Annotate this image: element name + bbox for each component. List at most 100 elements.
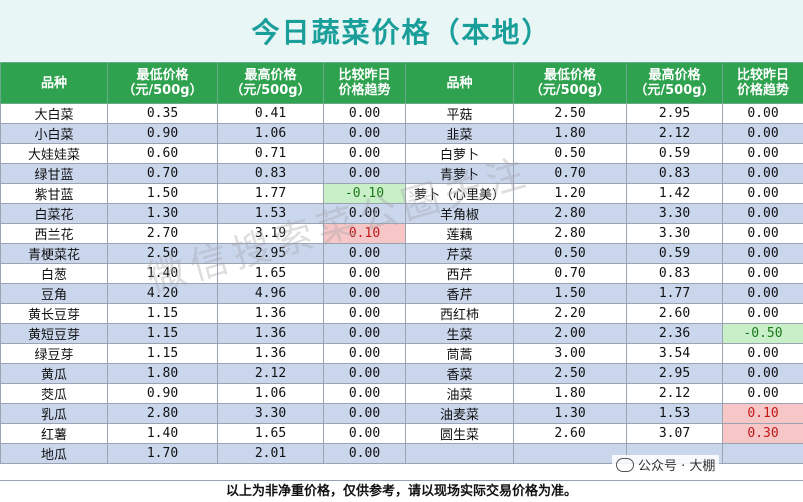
right-variety-cell: 油菜 (406, 384, 514, 404)
left-max-price-cell: 1.65 (218, 264, 324, 284)
left-trend-cell: 0.00 (324, 304, 406, 324)
header-trend-left: 比较昨日 价格趋势 (324, 63, 406, 104)
right-trend-cell: 0.30 (723, 424, 803, 444)
left-variety-cell: 茭瓜 (1, 384, 108, 404)
right-variety-cell: 生菜 (406, 324, 514, 344)
right-variety-cell: 香芹 (406, 284, 514, 304)
left-variety-cell: 白葱 (1, 264, 108, 284)
left-variety-cell: 黄瓜 (1, 364, 108, 384)
left-max-price-cell: 1.36 (218, 304, 324, 324)
left-trend-cell: 0.00 (324, 344, 406, 364)
left-max-price-cell: 2.01 (218, 444, 324, 464)
left-min-price-cell: 0.70 (108, 164, 218, 184)
right-max-price-cell: 3.30 (627, 204, 723, 224)
right-max-price-cell: 0.59 (627, 144, 723, 164)
left-min-price-cell: 2.80 (108, 404, 218, 424)
left-trend-cell: 0.00 (324, 384, 406, 404)
right-min-price-cell: 0.70 (514, 264, 627, 284)
left-max-price-cell: 3.19 (218, 224, 324, 244)
left-max-price-cell: 0.83 (218, 164, 324, 184)
left-trend-cell: 0.10 (324, 224, 406, 244)
right-max-price-cell: 1.53 (627, 404, 723, 424)
header-trend-right: 比较昨日 价格趋势 (723, 63, 803, 104)
left-min-price-cell: 4.20 (108, 284, 218, 304)
left-max-price-cell: 1.65 (218, 424, 324, 444)
left-min-price-cell: 0.90 (108, 384, 218, 404)
right-variety-cell: 萝卜（心里美） (406, 184, 514, 204)
left-trend-cell: 0.00 (324, 204, 406, 224)
left-max-price-cell: 3.30 (218, 404, 324, 424)
right-min-price-cell (514, 444, 627, 464)
left-min-price-cell: 1.70 (108, 444, 218, 464)
left-max-price-cell: 1.36 (218, 344, 324, 364)
left-trend-cell: 0.00 (324, 144, 406, 164)
right-max-price-cell: 3.07 (627, 424, 723, 444)
right-min-price-cell: 2.00 (514, 324, 627, 344)
right-max-price-cell: 3.30 (627, 224, 723, 244)
right-variety-cell: 芹菜 (406, 244, 514, 264)
left-max-price-cell: 0.71 (218, 144, 324, 164)
left-trend-cell: 0.00 (324, 364, 406, 384)
left-variety-cell: 黄短豆芽 (1, 324, 108, 344)
right-variety-cell: 韭菜 (406, 124, 514, 144)
right-min-price-cell: 2.50 (514, 104, 627, 124)
left-trend-cell: 0.00 (324, 444, 406, 464)
right-trend-cell: 0.00 (723, 284, 803, 304)
left-variety-cell: 绿豆芽 (1, 344, 108, 364)
right-variety-cell: 白萝卜 (406, 144, 514, 164)
right-variety-cell (406, 444, 514, 464)
left-trend-cell: 0.00 (324, 284, 406, 304)
left-variety-cell: 大娃娃菜 (1, 144, 108, 164)
right-min-price-cell: 3.00 (514, 344, 627, 364)
left-max-price-cell: 0.41 (218, 104, 324, 124)
right-trend-cell: 0.00 (723, 304, 803, 324)
right-max-price-cell: 0.83 (627, 264, 723, 284)
right-max-price-cell: 2.36 (627, 324, 723, 344)
right-max-price-cell: 2.12 (627, 124, 723, 144)
right-variety-cell: 茼蒿 (406, 344, 514, 364)
right-trend-cell: 0.00 (723, 144, 803, 164)
left-min-price-cell: 1.50 (108, 184, 218, 204)
left-variety-cell: 小白菜 (1, 124, 108, 144)
left-variety-cell: 大白菜 (1, 104, 108, 124)
left-max-price-cell: 1.36 (218, 324, 324, 344)
right-trend-cell: 0.00 (723, 344, 803, 364)
right-trend-cell: 0.00 (723, 224, 803, 244)
price-table: 品种 最低价格 （元/500g） 最高价格 （元/500g） 比较昨日 价格趋势… (0, 62, 803, 464)
left-variety-cell: 地瓜 (1, 444, 108, 464)
left-variety-cell: 豆角 (1, 284, 108, 304)
footer-note: 以上为非净重价格，仅供参考，请以现场实际交易价格为准。 (0, 480, 803, 502)
right-variety-cell: 油麦菜 (406, 404, 514, 424)
wechat-icon (616, 458, 634, 472)
left-variety-cell: 黄长豆芽 (1, 304, 108, 324)
right-trend-cell: 0.00 (723, 244, 803, 264)
left-max-price-cell: 1.06 (218, 384, 324, 404)
right-max-price-cell: 1.77 (627, 284, 723, 304)
right-variety-cell: 圆生菜 (406, 424, 514, 444)
title-bar: 今日蔬菜价格（本地） (0, 0, 803, 63)
right-max-price-cell: 2.12 (627, 384, 723, 404)
left-min-price-cell: 1.15 (108, 344, 218, 364)
right-trend-cell: 0.00 (723, 264, 803, 284)
left-variety-cell: 青梗菜花 (1, 244, 108, 264)
right-max-price-cell: 1.42 (627, 184, 723, 204)
left-min-price-cell: 1.80 (108, 364, 218, 384)
right-max-price-cell: 0.83 (627, 164, 723, 184)
right-min-price-cell: 2.60 (514, 424, 627, 444)
left-trend-cell: 0.00 (324, 104, 406, 124)
left-min-price-cell: 0.60 (108, 144, 218, 164)
right-min-price-cell: 1.20 (514, 184, 627, 204)
